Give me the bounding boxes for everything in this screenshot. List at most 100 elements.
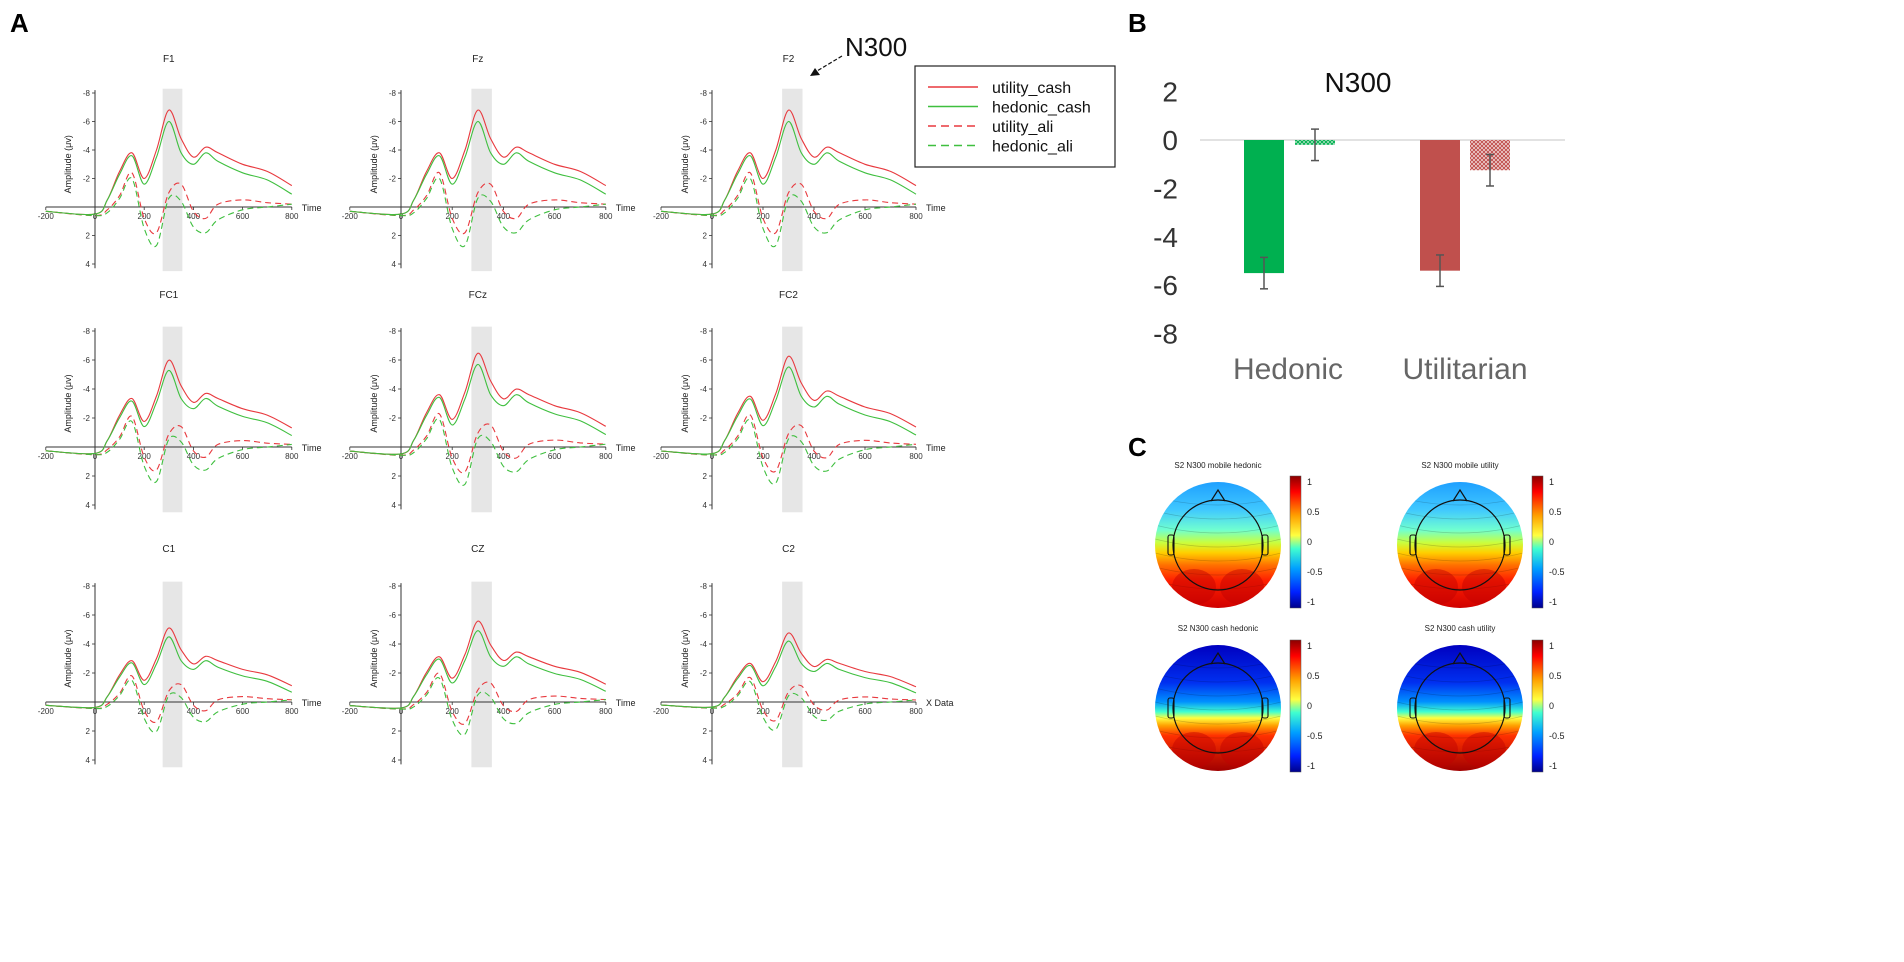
legend-box xyxy=(914,65,1116,168)
x-tick-label: 200 xyxy=(138,212,152,221)
colorbar-tick: 1 xyxy=(1307,641,1312,651)
y-tick-label: 2 xyxy=(703,727,708,736)
y-tick-label: 2 xyxy=(392,472,397,481)
nose xyxy=(1452,488,1468,502)
erp-title-fz: Fz xyxy=(472,54,483,65)
y-tick-label: -8 xyxy=(700,327,708,336)
x-tick-label: -200 xyxy=(653,212,670,221)
x-tick-label: -200 xyxy=(342,707,359,716)
n300-window-fc1 xyxy=(162,326,183,513)
contour-line xyxy=(1397,701,1523,711)
erp-line-utility-ali-f1 xyxy=(45,171,292,235)
topo-title: S2 N300 mobile utility xyxy=(1421,461,1498,470)
left-ear xyxy=(1167,697,1175,719)
y-axis-label: Amplitude (μv) xyxy=(680,135,690,193)
x-tick-label: 600 xyxy=(548,212,562,221)
y-tick-label: -6 xyxy=(700,118,708,127)
posterior-peak-left xyxy=(1414,569,1458,605)
y-tick-label: -2 xyxy=(700,414,708,423)
bar-chart-body: N300 2 0 -2 -4 -6 -8 Hedonic Utilitarian xyxy=(1153,67,1565,386)
right-ear xyxy=(1261,534,1269,556)
y-tick-label: -2 xyxy=(83,175,91,184)
x-tick-label: 200 xyxy=(138,707,152,716)
y-tick-label: -6 xyxy=(83,118,91,127)
colorbar-tick: 1 xyxy=(1307,477,1312,487)
x-tick-label: 200 xyxy=(138,452,152,461)
y-tick-label: -6 xyxy=(389,118,397,127)
erp-title-f2: F2 xyxy=(783,54,795,65)
erp-title-cz: CZ xyxy=(471,544,484,555)
contour-line xyxy=(1155,715,1281,725)
x-tick-label: 0 xyxy=(93,452,98,461)
topo-map-1: S2 N300 mobile hedonic 1 0.5 0 -0.5 -1 xyxy=(1155,461,1323,609)
y-tick-label: 2 xyxy=(392,727,397,736)
x-tick-label: 600 xyxy=(858,452,872,461)
x-tick-label: 0 xyxy=(399,452,404,461)
y-axis-label: Amplitude (μv) xyxy=(369,135,379,193)
x-tick-label: -200 xyxy=(653,707,670,716)
contour-line xyxy=(1155,580,1281,590)
contour-line xyxy=(1397,687,1523,697)
contour-line xyxy=(1397,510,1523,520)
y-tick-label: -8 xyxy=(389,89,397,98)
x-axis-label: X Data xyxy=(926,698,954,708)
contour-line xyxy=(1397,673,1523,683)
colorbar-tick: -1 xyxy=(1307,597,1315,607)
y-tick-label: -8 xyxy=(700,89,708,98)
x-tick-label: 400 xyxy=(497,212,511,221)
x-tick-label: 400 xyxy=(807,212,821,221)
y-tick-label: -8 xyxy=(83,582,91,591)
erp-line-hedonic-cash-cz xyxy=(349,630,607,709)
erp-line-hedonic-ali-fz xyxy=(349,177,606,248)
x-tick-label: 800 xyxy=(285,452,299,461)
colorbar-tick: 1 xyxy=(1549,477,1554,487)
y-tick-label: 2 xyxy=(86,472,91,481)
erp-line-hedonic-cash-c1 xyxy=(45,636,293,709)
erp-title-c2: C2 xyxy=(782,544,795,555)
colorbar-tick: -0.5 xyxy=(1307,731,1323,741)
x-tick-label: 400 xyxy=(187,452,201,461)
x-tick-label: 400 xyxy=(187,212,201,221)
erp-line-hedonic-ali-fcz xyxy=(349,418,606,486)
y-tick-label: 4 xyxy=(392,756,397,765)
colorbar-tick: 0.5 xyxy=(1307,507,1320,517)
colorbar xyxy=(1531,475,1544,609)
contour-line xyxy=(1397,715,1523,725)
bar-category-hedonic: Hedonic xyxy=(1233,353,1343,386)
y-tick-label: 4 xyxy=(86,260,91,269)
x-tick-label: 800 xyxy=(599,707,613,716)
colorbar-tick: -1 xyxy=(1307,761,1315,771)
posterior-peak-left xyxy=(1172,732,1216,768)
erp-title-fcz: FCz xyxy=(469,290,487,301)
x-tick-label: 800 xyxy=(285,707,299,716)
x-tick-label: 0 xyxy=(399,212,404,221)
legend-label-utility-cash: utility_cash xyxy=(992,80,1071,97)
y-tick-label: -4 xyxy=(389,640,397,649)
x-tick-label: 200 xyxy=(446,212,460,221)
x-tick-label: -200 xyxy=(342,212,359,221)
colorbar-tick: 0.5 xyxy=(1307,671,1320,681)
erp-line-hedonic-ali-f2 xyxy=(660,177,917,248)
x-tick-label: 600 xyxy=(236,452,250,461)
topo-map-2: S2 N300 mobile utility 1 0.5 0 -0.5 -1 xyxy=(1397,461,1565,609)
x-tick-label: 400 xyxy=(807,707,821,716)
bar-y-tick-label: -2 xyxy=(1153,173,1178,204)
x-tick-label: 0 xyxy=(399,707,404,716)
bar-y-tick-label: -6 xyxy=(1153,270,1178,301)
colorbar-tick: 0 xyxy=(1307,701,1312,711)
x-tick-label: 200 xyxy=(756,707,770,716)
nose xyxy=(1452,651,1468,665)
y-tick-label: 4 xyxy=(392,260,397,269)
x-tick-label: 800 xyxy=(285,212,299,221)
y-axis-label: Amplitude (μv) xyxy=(680,629,690,687)
y-tick-label: -2 xyxy=(700,669,708,678)
y-tick-label: -6 xyxy=(83,611,91,620)
y-tick-label: 2 xyxy=(703,472,708,481)
nose xyxy=(1210,651,1226,665)
contour-line xyxy=(1155,673,1281,683)
erp-line-utility-ali-fcz xyxy=(349,413,606,474)
legend: utility_cash hedonic_cash utility_alihedon… xyxy=(914,65,1116,168)
